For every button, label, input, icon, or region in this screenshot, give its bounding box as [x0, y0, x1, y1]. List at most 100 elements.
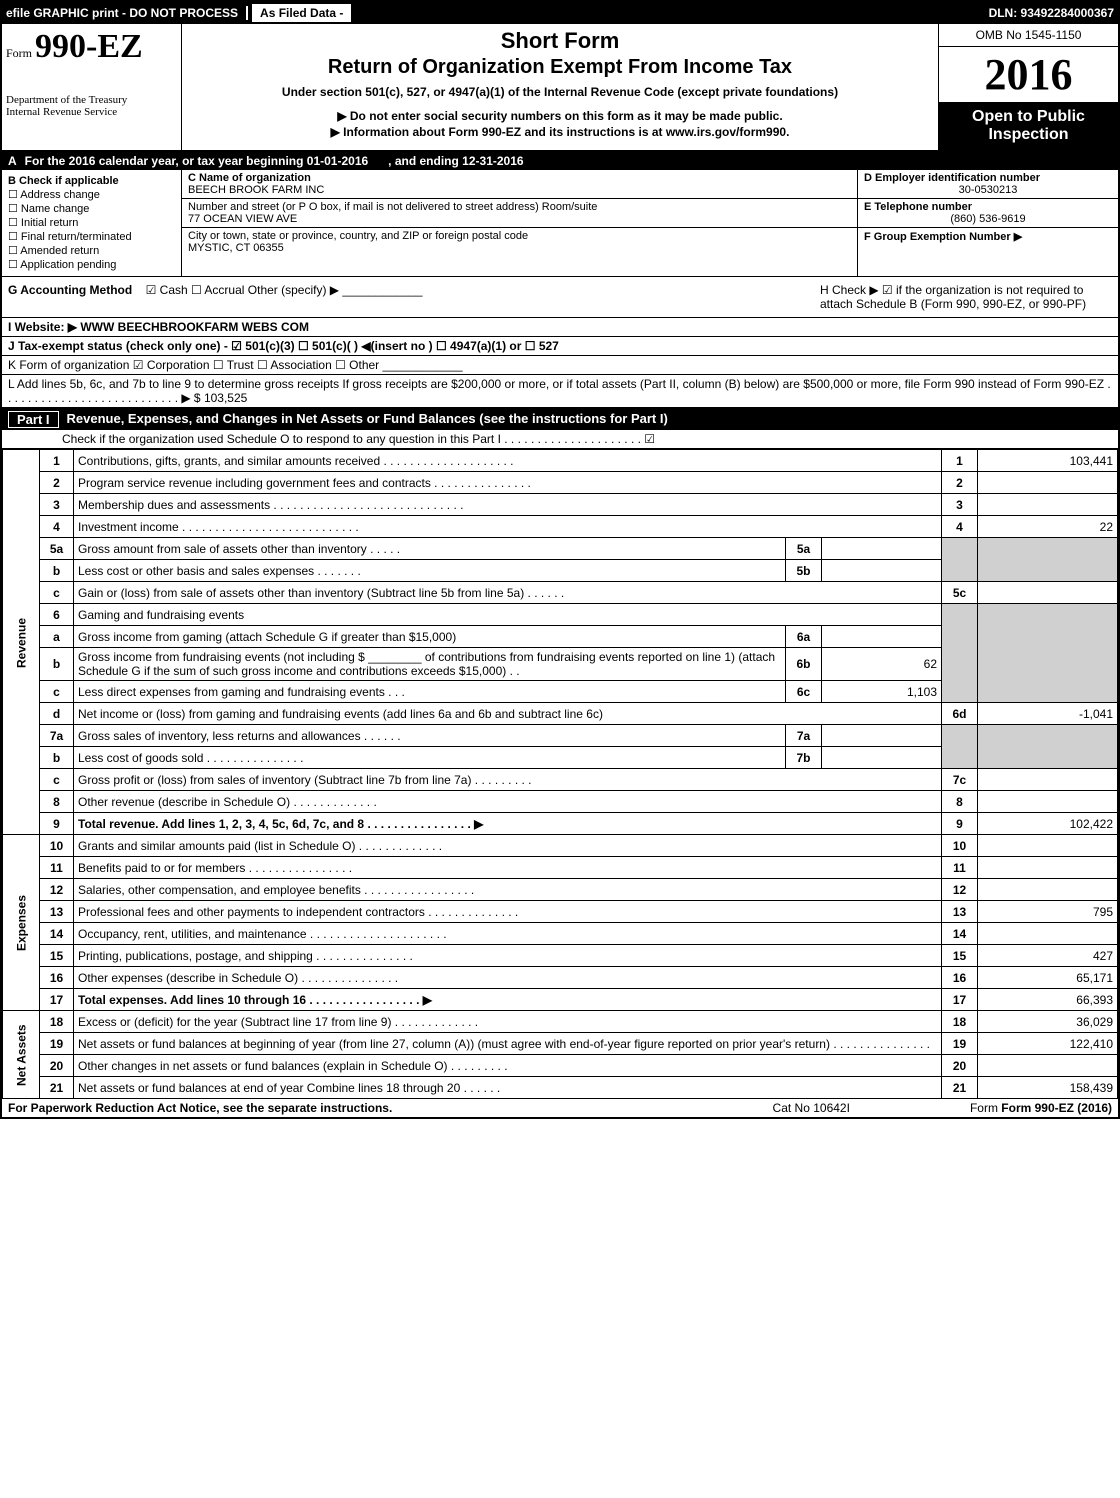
ln5a-desc: Gross amount from sale of assets other t…: [74, 538, 786, 560]
footer-catno: Cat No 10642I: [773, 1101, 850, 1115]
ln13-desc: Professional fees and other payments to …: [74, 901, 942, 923]
line-5a: 5a Gross amount from sale of assets othe…: [3, 538, 1118, 560]
ln15-num: 15: [40, 945, 74, 967]
ln5b-num: b: [40, 560, 74, 582]
line-3: 3 Membership dues and assessments . . . …: [3, 494, 1118, 516]
ln20-desc: Other changes in net assets or fund bala…: [74, 1055, 942, 1077]
line-14: 14 Occupancy, rent, utilities, and maint…: [3, 923, 1118, 945]
header-middle: Short Form Return of Organization Exempt…: [182, 24, 938, 150]
line-8: 8 Other revenue (describe in Schedule O)…: [3, 791, 1118, 813]
ln14-desc: Occupancy, rent, utilities, and maintena…: [74, 923, 942, 945]
as-filed-label: As Filed Data -: [252, 4, 351, 22]
line-17: 17 Total expenses. Add lines 10 through …: [3, 989, 1118, 1011]
ln6d-rnum: 6d: [942, 703, 978, 725]
note-ssn: ▶ Do not enter social security numbers o…: [190, 109, 930, 123]
ln10-num: 10: [40, 835, 74, 857]
ln12-desc: Salaries, other compensation, and employ…: [74, 879, 942, 901]
cell-phone: E Telephone number (860) 536-9619: [858, 199, 1118, 228]
ln5c-rval: [978, 582, 1118, 604]
ln15-rval: 427: [978, 945, 1118, 967]
chk-amended-return[interactable]: ☐ Amended return: [8, 244, 175, 257]
chk-application-pending[interactable]: ☐ Application pending: [8, 258, 175, 271]
d-value: 30-0530213: [864, 184, 1112, 196]
ln5c-rnum: 5c: [942, 582, 978, 604]
line-2: 2 Program service revenue including gove…: [3, 472, 1118, 494]
side-net-assets: Net Assets: [3, 1011, 40, 1099]
col-b: B Check if applicable ☐ Address change ☐…: [2, 170, 182, 276]
form-header: Form 990-EZ Department of the Treasury I…: [2, 24, 1118, 152]
e-value: (860) 536-9619: [864, 213, 1112, 225]
block-bcdef: B Check if applicable ☐ Address change ☐…: [2, 170, 1118, 277]
lines-table: Revenue 1 Contributions, gifts, grants, …: [2, 449, 1118, 1099]
ln13-num: 13: [40, 901, 74, 923]
h-section[interactable]: H Check ▶ ☑ if the organization is not r…: [812, 283, 1112, 311]
ln18-rval: 36,029: [978, 1011, 1118, 1033]
ln1-rnum: 1: [942, 450, 978, 472]
ln20-rval: [978, 1055, 1118, 1077]
row-k-form-org: K Form of organization ☑ Corporation ☐ T…: [2, 356, 1118, 375]
cell-street: Number and street (or P O box, if mail i…: [182, 199, 857, 228]
ln6d-desc: Net income or (loss) from gaming and fun…: [74, 703, 942, 725]
row-a: A For the 2016 calendar year, or tax yea…: [2, 152, 1118, 170]
line-21: 21 Net assets or fund balances at end of…: [3, 1077, 1118, 1099]
side-revenue: Revenue: [3, 450, 40, 835]
ln5c-num: c: [40, 582, 74, 604]
ln11-rval: [978, 857, 1118, 879]
ln2-rval: [978, 472, 1118, 494]
cell-ein: D Employer identification number 30-0530…: [858, 170, 1118, 199]
line-7c: c Gross profit or (loss) from sales of i…: [3, 769, 1118, 791]
ln2-desc: Program service revenue including govern…: [74, 472, 942, 494]
ln13-rval: 795: [978, 901, 1118, 923]
dln-label: DLN: 93492284000367: [989, 6, 1114, 20]
k-text[interactable]: K Form of organization ☑ Corporation ☐ T…: [8, 358, 463, 372]
open-line2: Inspection: [943, 126, 1114, 144]
part1-header: Part I Revenue, Expenses, and Changes in…: [2, 409, 1118, 430]
title-return: Return of Organization Exempt From Incom…: [190, 56, 930, 79]
j-text[interactable]: J Tax-exempt status (check only one) - ☑…: [8, 339, 559, 353]
ln6c-mv: 1,103: [822, 681, 942, 703]
ln1-num: 1: [40, 450, 74, 472]
section-g: G Accounting Method ☑ Cash ☐ Accrual Oth…: [2, 277, 1118, 318]
shade-5ab: [942, 538, 978, 582]
cell-group-exemption: F Group Exemption Number ▶: [858, 228, 1118, 245]
ln6a-num: a: [40, 626, 74, 648]
chk-address-change[interactable]: ☐ Address change: [8, 188, 175, 201]
ln14-rval: [978, 923, 1118, 945]
col-def: D Employer identification number 30-0530…: [858, 170, 1118, 276]
open-to-public: Open to Public Inspection: [939, 102, 1118, 150]
ln21-num: 21: [40, 1077, 74, 1099]
ln17-rval: 66,393: [978, 989, 1118, 1011]
ln6b-mn: 6b: [786, 648, 822, 681]
shade-6: [942, 604, 978, 703]
ln5a-num: 5a: [40, 538, 74, 560]
ln20-num: 20: [40, 1055, 74, 1077]
c-city-label: City or town, state or province, country…: [188, 230, 851, 242]
ln18-rnum: 18: [942, 1011, 978, 1033]
ln7c-rnum: 7c: [942, 769, 978, 791]
g-left: G Accounting Method ☑ Cash ☐ Accrual Oth…: [8, 283, 812, 311]
line-5c: c Gain or (loss) from sale of assets oth…: [3, 582, 1118, 604]
chk-final-return[interactable]: ☐ Final return/terminated: [8, 230, 175, 243]
g-options[interactable]: ☑ Cash ☐ Accrual Other (specify) ▶ _____…: [146, 283, 423, 297]
form-prefix: Form: [6, 46, 32, 60]
line-4: 4 Investment income . . . . . . . . . . …: [3, 516, 1118, 538]
line-12: 12 Salaries, other compensation, and emp…: [3, 879, 1118, 901]
ln11-num: 11: [40, 857, 74, 879]
line-19: 19 Net assets or fund balances at beginn…: [3, 1033, 1118, 1055]
chk-name-change[interactable]: ☐ Name change: [8, 202, 175, 215]
header-right: OMB No 1545-1150 2016 Open to Public Ins…: [938, 24, 1118, 150]
line-7a: 7a Gross sales of inventory, less return…: [3, 725, 1118, 747]
chk-initial-return[interactable]: ☐ Initial return: [8, 216, 175, 229]
part1-sub[interactable]: Check if the organization used Schedule …: [2, 430, 1118, 449]
ln16-rval: 65,171: [978, 967, 1118, 989]
ln17-rnum: 17: [942, 989, 978, 1011]
line-20: 20 Other changes in net assets or fund b…: [3, 1055, 1118, 1077]
ln7a-desc: Gross sales of inventory, less returns a…: [74, 725, 786, 747]
ln6d-rval: -1,041: [978, 703, 1118, 725]
ln18-desc: Excess or (deficit) for the year (Subtra…: [74, 1011, 942, 1033]
efile-label: efile GRAPHIC print - DO NOT PROCESS: [6, 6, 248, 20]
ln10-rval: [978, 835, 1118, 857]
part1-label: Part I: [8, 411, 59, 428]
ln6a-mn: 6a: [786, 626, 822, 648]
row-i-website: I Website: ▶ WWW BEECHBROOKFARM WEBS COM: [2, 318, 1118, 337]
